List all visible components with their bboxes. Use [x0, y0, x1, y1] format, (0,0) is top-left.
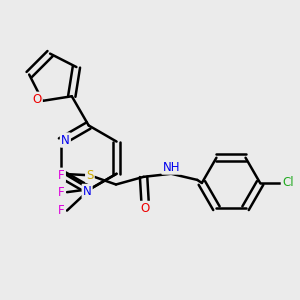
Text: Cl: Cl	[282, 176, 293, 190]
Text: F: F	[58, 204, 65, 217]
Text: N: N	[83, 185, 92, 198]
Text: O: O	[140, 202, 150, 215]
Text: S: S	[86, 169, 94, 182]
Text: O: O	[32, 93, 42, 106]
Text: F: F	[58, 186, 65, 199]
Text: N: N	[61, 134, 70, 146]
Text: NH: NH	[162, 160, 180, 173]
Text: F: F	[58, 169, 65, 182]
